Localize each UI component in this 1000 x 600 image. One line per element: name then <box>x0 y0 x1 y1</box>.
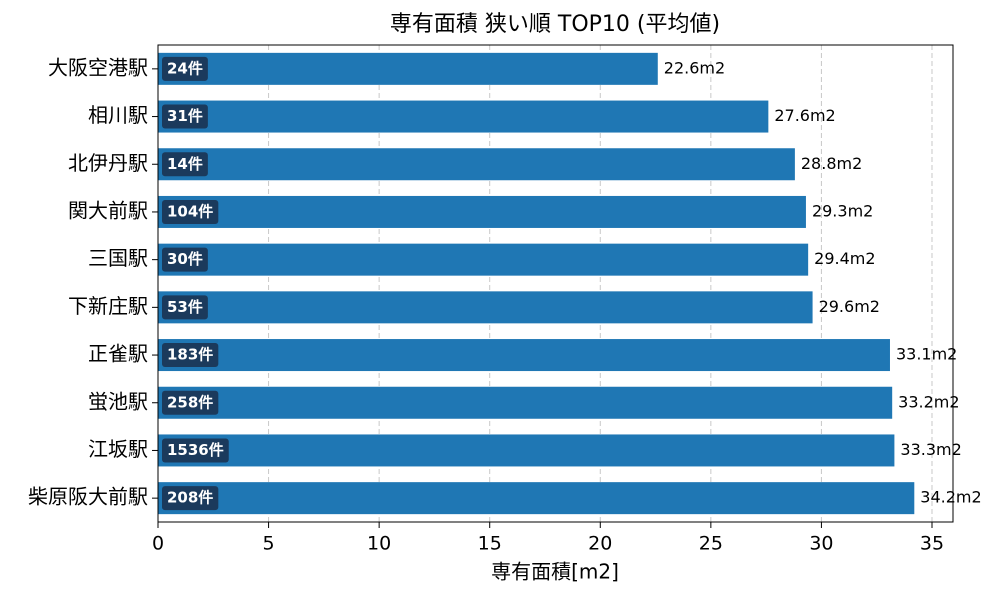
y-tick-label: 北伊丹駅 <box>68 151 148 175</box>
value-label: 22.6m2 <box>664 58 725 77</box>
x-tick-label: 35 <box>920 533 944 555</box>
x-tick-label: 5 <box>263 533 275 555</box>
value-label: 29.4m2 <box>814 249 875 268</box>
x-tick-label: 10 <box>367 533 391 555</box>
count-label-box <box>162 438 229 463</box>
bar <box>158 291 813 324</box>
y-tick-label: 蛍池駅 <box>88 389 148 413</box>
count-label: 31件 <box>167 107 203 125</box>
y-tick-label: 柴原阪大前駅 <box>28 485 148 509</box>
count-label: 53件 <box>167 298 203 316</box>
bar <box>158 243 809 276</box>
bar <box>158 52 658 85</box>
count-label-box <box>162 295 208 320</box>
count-label: 30件 <box>167 250 203 268</box>
y-tick-label: 江坂駅 <box>88 437 148 461</box>
count-label: 104件 <box>167 202 213 220</box>
count-label-box <box>162 343 219 368</box>
value-label: 29.6m2 <box>819 297 880 316</box>
x-tick-label: 15 <box>478 533 502 555</box>
bar <box>158 482 915 515</box>
value-label: 33.1m2 <box>896 345 957 364</box>
x-tick-label: 25 <box>699 533 723 555</box>
count-label-box <box>162 247 208 272</box>
y-tick-label: 正雀駅 <box>88 342 148 366</box>
bar <box>158 339 890 372</box>
plot-frame <box>157 44 954 523</box>
x-axis-label: 専有面積[m2] <box>491 560 619 584</box>
count-label: 208件 <box>167 489 213 507</box>
value-label: 27.6m2 <box>774 106 835 125</box>
count-label: 1536件 <box>167 441 224 459</box>
value-label: 33.3m2 <box>900 440 961 459</box>
bar <box>158 195 806 228</box>
x-tick-label: 0 <box>152 533 164 555</box>
y-tick-label: 大阪空港駅 <box>48 55 148 79</box>
count-label: 183件 <box>167 346 213 364</box>
bar <box>158 148 795 181</box>
value-label: 34.2m2 <box>920 488 981 507</box>
x-tick-label: 20 <box>588 533 612 555</box>
x-tick-label: 30 <box>809 533 833 555</box>
bar <box>158 386 893 419</box>
count-label: 24件 <box>167 59 203 77</box>
bar <box>158 434 895 467</box>
value-label: 29.3m2 <box>812 201 873 220</box>
count-label-box <box>162 199 219 224</box>
count-label: 14件 <box>167 155 203 173</box>
y-tick-label: 下新庄駅 <box>68 294 148 318</box>
count-label-box <box>162 56 208 81</box>
count-label-box <box>162 486 219 511</box>
value-label: 28.8m2 <box>801 154 862 173</box>
count-label-box <box>162 104 208 129</box>
count-label-box <box>162 152 208 177</box>
bar <box>158 100 769 133</box>
count-label: 258件 <box>167 393 213 411</box>
y-tick-label: 相川駅 <box>88 103 148 127</box>
count-label-box <box>162 390 219 415</box>
value-label: 33.2m2 <box>898 392 959 411</box>
y-tick-label: 関大前駅 <box>68 198 148 222</box>
chart-title: 専有面積 狭い順 TOP10 (平均値) <box>390 12 720 37</box>
y-tick-label: 三国駅 <box>88 246 148 270</box>
